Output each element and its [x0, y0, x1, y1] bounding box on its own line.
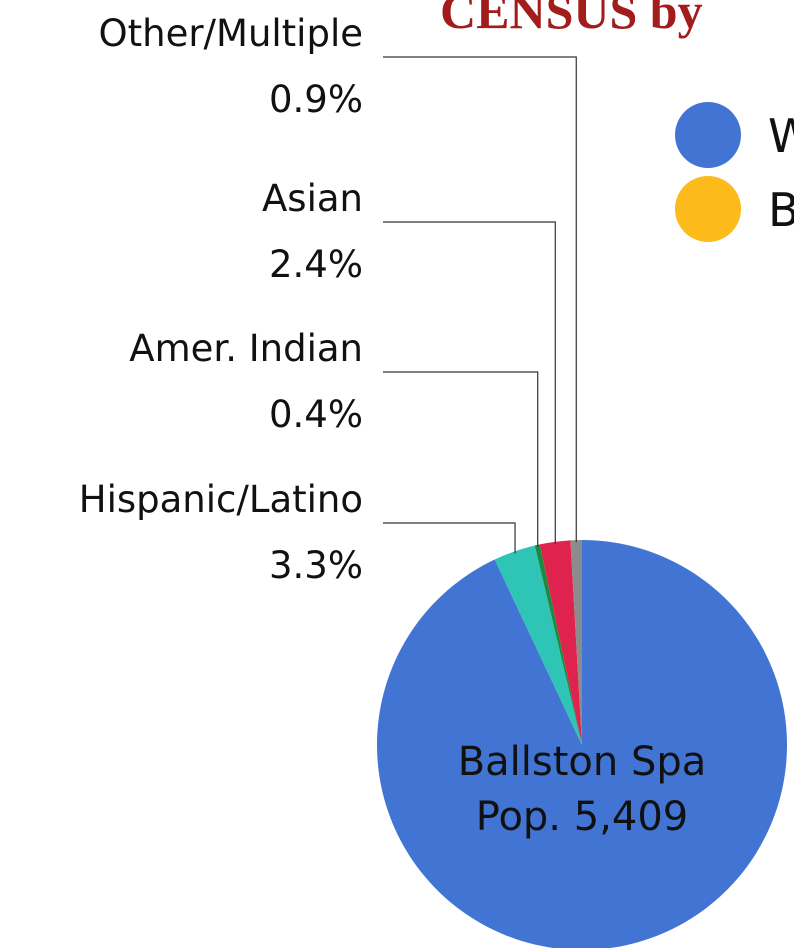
leader-line — [383, 522, 516, 554]
slice-value-label: 2.4% — [269, 243, 363, 286]
pie-slice — [494, 545, 582, 745]
slice-label: Asian — [262, 177, 363, 220]
leader-line — [383, 221, 556, 544]
slice-value-label: 0.9% — [269, 78, 363, 121]
pie-slice — [570, 540, 582, 745]
chart-title: CENSUS by — [440, 0, 703, 39]
leader-line — [383, 56, 577, 543]
legend-label: Black — [768, 183, 794, 237]
pie-slice — [539, 540, 582, 745]
leader-line — [383, 371, 539, 547]
pie-slice — [534, 544, 582, 745]
legend-swatch — [675, 176, 741, 242]
center-annotation: Pop. 5,409 — [476, 794, 689, 840]
slice-label: Amer. Indian — [129, 327, 363, 370]
slice-value-label: 3.3% — [269, 544, 363, 587]
legend-label: White — [768, 109, 794, 163]
slice-label: Hispanic/Latino — [79, 478, 363, 521]
slice-value-label: 0.4% — [269, 393, 363, 436]
pie-slice — [377, 540, 787, 948]
legend-swatch — [675, 102, 741, 168]
center-annotation: Ballston Spa — [458, 739, 707, 785]
slice-label: Other/Multiple — [99, 12, 364, 55]
